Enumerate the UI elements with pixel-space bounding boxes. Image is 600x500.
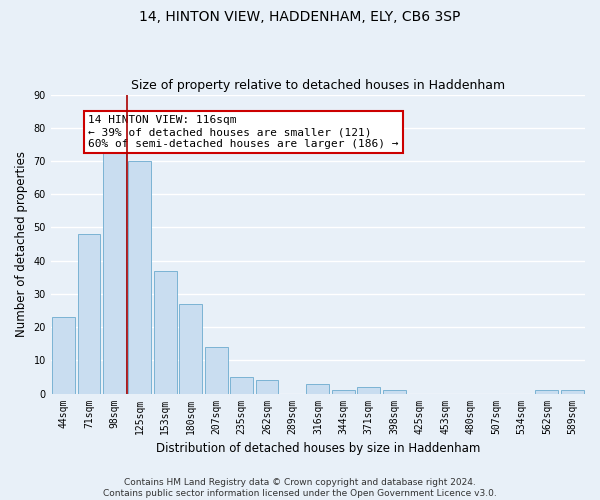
Bar bbox=[358, 387, 380, 394]
X-axis label: Distribution of detached houses by size in Haddenham: Distribution of detached houses by size … bbox=[156, 442, 480, 455]
Text: 14, HINTON VIEW, HADDENHAM, ELY, CB6 3SP: 14, HINTON VIEW, HADDENHAM, ELY, CB6 3SP bbox=[139, 10, 461, 24]
Bar bbox=[154, 270, 177, 394]
Bar bbox=[256, 380, 278, 394]
Bar bbox=[179, 304, 202, 394]
Bar bbox=[561, 390, 584, 394]
Bar bbox=[103, 144, 126, 394]
Bar bbox=[128, 161, 151, 394]
Bar bbox=[535, 390, 558, 394]
Bar bbox=[307, 384, 329, 394]
Bar bbox=[230, 377, 253, 394]
Text: 14 HINTON VIEW: 116sqm
← 39% of detached houses are smaller (121)
60% of semi-de: 14 HINTON VIEW: 116sqm ← 39% of detached… bbox=[88, 116, 398, 148]
Title: Size of property relative to detached houses in Haddenham: Size of property relative to detached ho… bbox=[131, 79, 505, 92]
Bar bbox=[205, 347, 227, 394]
Bar bbox=[77, 234, 100, 394]
Text: Contains HM Land Registry data © Crown copyright and database right 2024.
Contai: Contains HM Land Registry data © Crown c… bbox=[103, 478, 497, 498]
Bar bbox=[332, 390, 355, 394]
Bar bbox=[52, 317, 75, 394]
Y-axis label: Number of detached properties: Number of detached properties bbox=[15, 151, 28, 337]
Bar bbox=[383, 390, 406, 394]
